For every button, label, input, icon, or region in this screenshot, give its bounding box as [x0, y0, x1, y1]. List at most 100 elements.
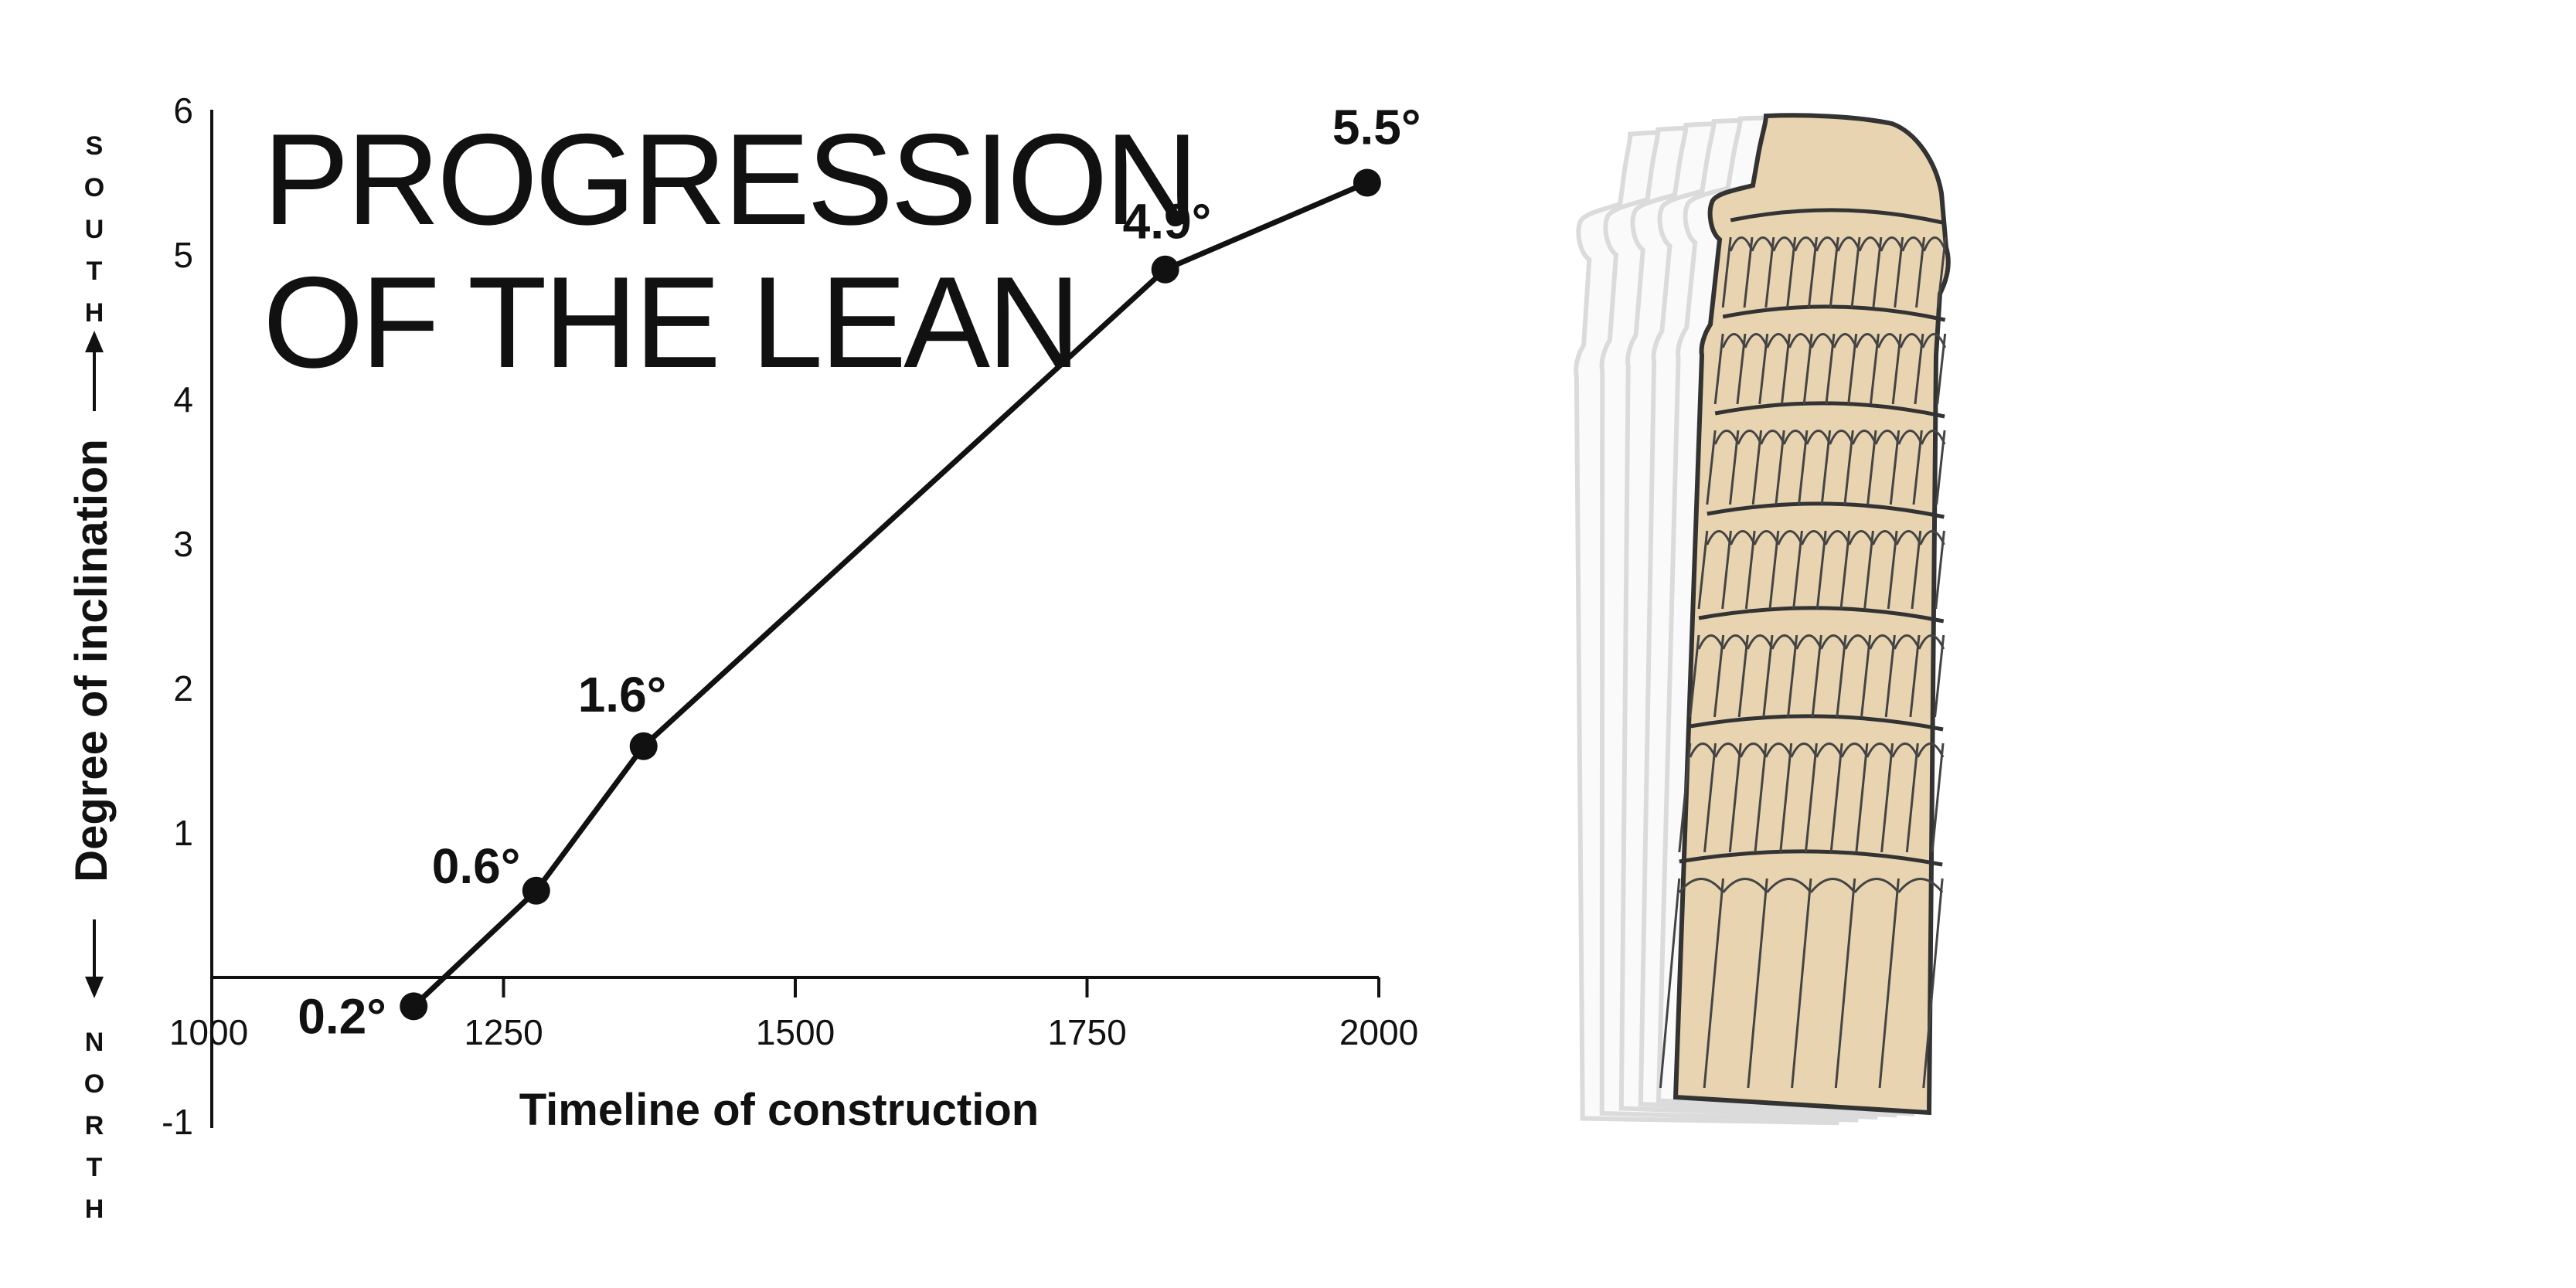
tower-column: [1894, 236, 1904, 308]
y-tick-label: -1: [162, 1102, 193, 1142]
direction-letter: O: [84, 173, 104, 202]
data-point: [629, 732, 658, 760]
direction-letter: O: [84, 1069, 104, 1099]
tower-column: [1737, 634, 1749, 718]
down-arrow-icon: [85, 919, 104, 998]
tower-column: [1713, 634, 1725, 718]
tower-column: [1798, 430, 1809, 505]
data-label: 0.6°: [432, 838, 521, 894]
tower-column: [1860, 634, 1872, 718]
tower-column: [1780, 333, 1791, 405]
tower-column: [1829, 743, 1843, 853]
tower-column: [1758, 333, 1769, 405]
x-tick-label: 1000: [169, 1012, 248, 1052]
tower-column: [1936, 236, 1947, 308]
tower-arch: [1766, 878, 1812, 893]
tower-column: [1887, 530, 1898, 610]
tower-column: [1659, 878, 1681, 1089]
tower-column: [1807, 236, 1818, 308]
tower-column: [1721, 236, 1732, 308]
direction-letter: T: [87, 1153, 103, 1182]
tower-column: [1909, 634, 1921, 718]
tower-column: [1703, 878, 1725, 1089]
tower-column: [1869, 333, 1880, 405]
chart-title: PROGRESSION OF THE LEAN: [263, 107, 1229, 395]
tower-column: [1802, 333, 1813, 405]
tower-column: [1786, 236, 1797, 308]
tower-column: [1747, 878, 1768, 1089]
tower-column: [1820, 430, 1832, 505]
leaning-tower-illustration: [1540, 115, 1948, 1133]
tower-column: [1905, 743, 1919, 853]
tower-column: [1736, 333, 1747, 405]
tower-column: [1863, 530, 1874, 610]
y-tick-label: 1: [173, 813, 193, 853]
tower-column: [1754, 743, 1768, 853]
direction-letter: U: [85, 215, 104, 244]
data-label: 0.2°: [298, 988, 386, 1044]
tower-column: [1935, 530, 1945, 610]
tower-column: [1866, 430, 1877, 505]
tower-column: [1811, 634, 1822, 718]
tower-column: [1689, 634, 1700, 718]
y-tick-group: -1 1 2 3 4 5 6: [162, 90, 193, 1142]
tower-column: [1743, 236, 1754, 308]
tower-column: [1922, 878, 1944, 1089]
data-points: [400, 168, 1381, 1021]
tower-column: [1678, 743, 1692, 853]
tower-column: [1931, 743, 1945, 853]
tower-column: [1768, 530, 1780, 610]
tower-column: [1880, 743, 1894, 853]
tower-column: [1728, 430, 1740, 505]
data-point: [1151, 255, 1179, 284]
tower-column: [1791, 878, 1812, 1089]
tower-band: [1679, 849, 1943, 867]
tower-column: [1914, 333, 1924, 405]
tower-column: [1804, 743, 1818, 853]
tower-column: [1706, 430, 1717, 505]
y-tick-label: 5: [173, 235, 193, 275]
up-arrow-icon: [85, 331, 104, 411]
tower-column: [1721, 530, 1732, 610]
y-tick-label: 4: [173, 379, 193, 420]
data-point: [522, 876, 550, 905]
data-label: 1.6°: [578, 667, 667, 722]
tower-column: [1912, 430, 1923, 505]
tower-column: [1872, 236, 1883, 308]
tower-arch: [1809, 878, 1856, 893]
direction-letter: H: [85, 1195, 104, 1224]
direction-letter: T: [87, 257, 103, 286]
tower-column: [1850, 236, 1861, 308]
x-tick-group: 1000 1250 1500 1750 2000: [169, 977, 1418, 1052]
tower-column: [1792, 530, 1803, 610]
direction-letter: N: [85, 1028, 104, 1057]
tower-column: [1891, 333, 1902, 405]
chart-title-line-1: PROGRESSION: [263, 107, 1196, 252]
data-label: 4.9°: [1123, 194, 1212, 250]
tower-band: [1714, 401, 1945, 419]
tower-column: [1764, 236, 1775, 308]
tower-column: [1762, 634, 1774, 718]
y-axis-label: Degree of inclination: [66, 439, 117, 882]
tower-column: [1839, 530, 1851, 610]
tower-column: [1703, 743, 1717, 853]
x-axis-label: Timeline of construction: [519, 1085, 1039, 1135]
x-tick-label: 1250: [464, 1012, 543, 1052]
tower-column: [1775, 430, 1785, 505]
tower-column: [1787, 634, 1798, 718]
tower-column: [1779, 743, 1793, 853]
tower-column: [1934, 634, 1945, 718]
tower-band: [1690, 714, 1944, 732]
tower-arch: [1853, 878, 1900, 893]
tower-column: [1834, 878, 1856, 1089]
tower-column: [1878, 878, 1900, 1089]
tower-column: [1713, 333, 1724, 405]
tower-column: [1911, 530, 1922, 610]
x-tick-label: 2000: [1339, 1012, 1418, 1052]
x-tick-label: 1750: [1047, 1012, 1126, 1052]
tower-band: [1730, 208, 1946, 226]
tower-column: [1697, 530, 1709, 610]
tower-column: [1847, 333, 1858, 405]
